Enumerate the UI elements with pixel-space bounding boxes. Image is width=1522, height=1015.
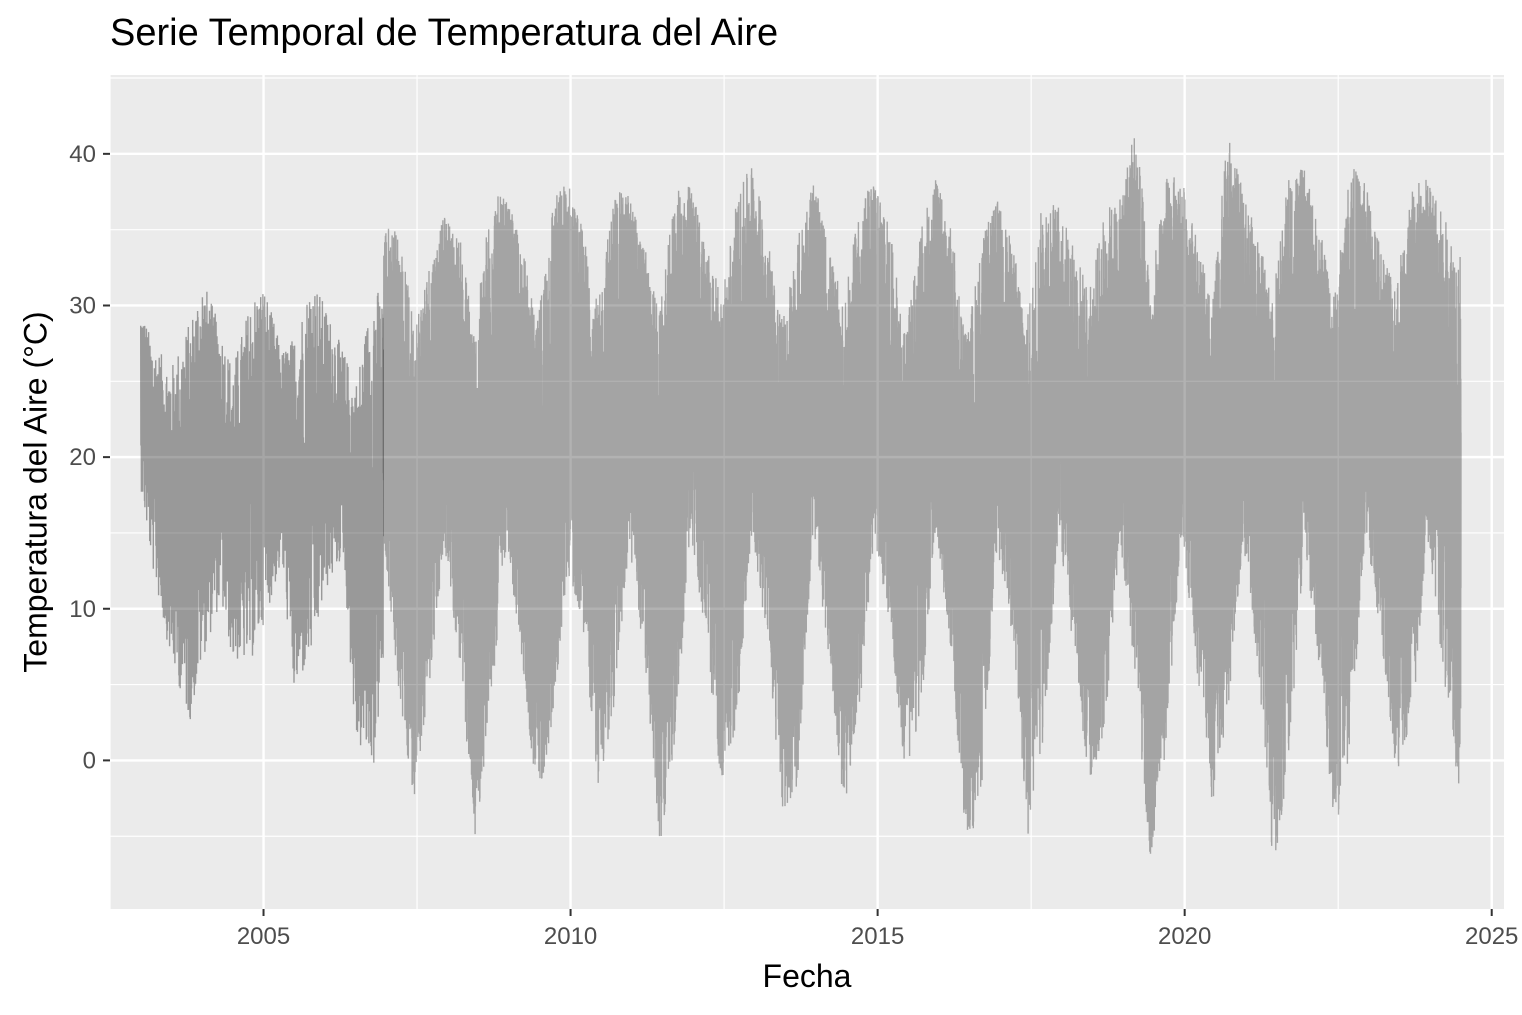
y-axis: 0 10 20 30 40 — [69, 141, 110, 774]
x-tick-label: 2020 — [1158, 923, 1211, 950]
x-tick-label: 2005 — [237, 923, 290, 950]
x-axis: 2005 2010 2015 2020 2025 — [237, 909, 1518, 950]
x-axis-label: Fecha — [762, 958, 852, 994]
minor-gridlines — [109, 75, 1504, 909]
y-tick-label: 20 — [69, 444, 96, 471]
series-layer — [140, 138, 1462, 854]
plot-panel — [110, 75, 1504, 909]
x-tick-label: 2025 — [1465, 923, 1518, 950]
y-axis-label: Temperatura del Aire (°C) — [17, 311, 54, 673]
chart-title: Serie Temporal de Temperatura del Aire — [110, 12, 779, 54]
series-line-1 — [140, 291, 384, 763]
y-tick-label: 40 — [69, 141, 96, 168]
y-tick-label: 0 — [83, 747, 96, 774]
y-tick-label: 30 — [69, 292, 96, 319]
x-tick-label: 2015 — [851, 923, 904, 950]
series-line-2 — [382, 138, 1462, 854]
x-tick-label: 2010 — [544, 923, 597, 950]
y-tick-label: 10 — [69, 596, 96, 623]
major-gridlines — [110, 75, 1504, 909]
